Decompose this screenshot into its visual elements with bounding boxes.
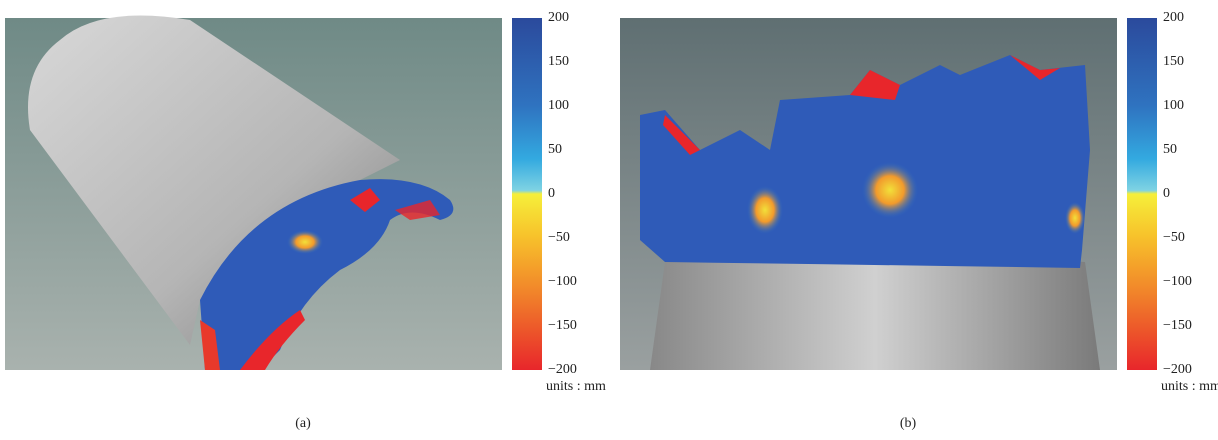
colorbar-units: units : mm [1161,379,1218,394]
colorbar-tick-label: −150 [548,318,577,333]
colorbar [1127,18,1157,370]
colorbar-tick-label: −200 [1163,362,1192,377]
colorbar-tick-label: 0 [548,186,555,201]
panel-b-image [620,18,1117,370]
colorbar-tick-label: 150 [1163,54,1184,69]
colorbar-tick-label: −200 [548,362,577,377]
panel-label: (b) [900,416,917,431]
colorbar-tick-label: 200 [1163,10,1184,25]
colorbar-tick-label: 0 [1163,186,1170,201]
colorbar-tick-label: −150 [1163,318,1192,333]
colorbar-tick-label: 150 [548,54,569,69]
colorbar-tick-label: −100 [548,274,577,289]
panel-a-image [5,16,502,371]
colorbar-tick-label: 100 [548,98,569,113]
colorbar-tick-label: −100 [1163,274,1192,289]
colorbar-tick-label: 200 [548,10,569,25]
colorbar [512,18,542,370]
colorbar-tick-label: −50 [548,230,570,245]
colorbar-tick-label: −50 [1163,230,1185,245]
colorbar-tick-label: 100 [1163,98,1184,113]
figure: 200 150 100 50 0 −50 −100 −150 −200 units : mm (a)… [0,0,1218,440]
colorbar-tick-label: 50 [548,142,562,157]
panel-label: (a) [295,416,311,431]
colorbar-tick-label: 50 [1163,142,1177,157]
colorbar-units: units : mm [546,379,606,394]
